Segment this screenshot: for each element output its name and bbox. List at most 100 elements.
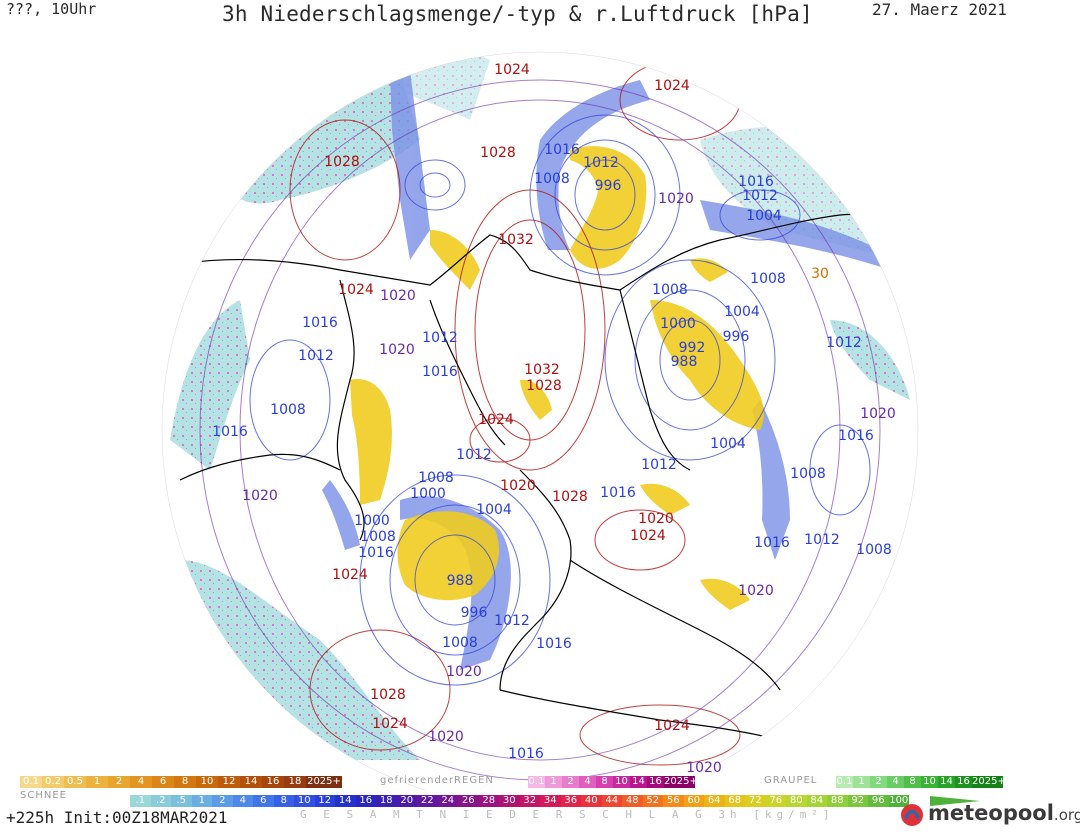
brand[interactable]: meteopool.org bbox=[928, 801, 1080, 825]
isobar-label: 1004 bbox=[710, 436, 746, 452]
isobar-label: 996 bbox=[461, 605, 488, 621]
isobar-label: 1020 bbox=[658, 191, 694, 207]
legend-swatch: 60 bbox=[683, 795, 704, 807]
isobar-label: 30 bbox=[811, 266, 829, 282]
legend-swatch: 16 bbox=[647, 776, 664, 788]
isobar-label: 1008 bbox=[856, 542, 892, 558]
graupel-legend-title: GRAUPEL bbox=[764, 775, 818, 786]
legend-swatch: 10 bbox=[613, 776, 630, 788]
legend-swatch: 36 bbox=[560, 795, 581, 807]
legend-swatch: 1 bbox=[545, 776, 562, 788]
snow-legend-title: SCHNEE bbox=[20, 790, 67, 801]
legend-swatch: 8 bbox=[273, 795, 294, 807]
legend-swatch: 8 bbox=[904, 776, 921, 788]
isobar-label: 996 bbox=[723, 329, 750, 345]
legend-swatch: 100 bbox=[888, 795, 909, 807]
isobar-label: 1016 bbox=[838, 428, 874, 444]
legend-swatch: 68 bbox=[724, 795, 745, 807]
isobar-label: 1020 bbox=[500, 478, 536, 494]
freezing-rain-legend-title: gefrierenderREGEN bbox=[380, 775, 494, 786]
legend-swatch: 8 bbox=[174, 776, 196, 788]
legend-swatch: 40 bbox=[581, 795, 602, 807]
isobar-label: 1020 bbox=[738, 583, 774, 599]
isobar-label: 1024 bbox=[494, 62, 530, 78]
isobar-label: 988 bbox=[671, 354, 698, 370]
legend-swatch: 4 bbox=[579, 776, 596, 788]
freezing-rain-legend: 0.1 1 2 4 8 10 14 16 2025+ bbox=[528, 776, 698, 788]
legend-swatch: 14 bbox=[335, 795, 356, 807]
legend-swatch: 1 bbox=[191, 795, 212, 807]
isobar-label: 1016 bbox=[754, 535, 790, 551]
isobar-label: 1028 bbox=[480, 145, 516, 161]
legend-swatch: 22 bbox=[417, 795, 438, 807]
legend-swatch: 30 bbox=[499, 795, 520, 807]
isobar-label: 1000 bbox=[354, 513, 390, 529]
isobar-label: 1016 bbox=[738, 174, 774, 190]
legend-swatch: 0.1 bbox=[528, 776, 545, 788]
legend-swatch: 10 bbox=[921, 776, 938, 788]
legend-swatch: 16 bbox=[262, 776, 284, 788]
brand-tld: .org bbox=[1053, 806, 1080, 824]
isobar-label: 1004 bbox=[724, 304, 760, 320]
isobar-label: 1012 bbox=[456, 447, 492, 463]
legend-swatch: 80 bbox=[786, 795, 807, 807]
isobar-label: 1008 bbox=[418, 470, 454, 486]
legend-swatch: 10 bbox=[196, 776, 218, 788]
isobar-label: 1020 bbox=[242, 488, 278, 504]
snow-legend: 0.1 0.2 0.5 1 2 4 6 8 10 12 14 16 18 2025+ bbox=[20, 776, 342, 788]
coastlines bbox=[174, 213, 911, 741]
legend-swatch: 16 bbox=[955, 776, 972, 788]
isobar-label: 1008 bbox=[750, 271, 786, 287]
legend-swatch: 4 bbox=[232, 795, 253, 807]
legend-swatch: 20 bbox=[396, 795, 417, 807]
legend-swatch: 76 bbox=[765, 795, 786, 807]
isobar-label: 1016 bbox=[600, 485, 636, 501]
legend-swatch: 0.1 bbox=[836, 776, 853, 788]
map-border bbox=[161, 51, 919, 790]
isobar-label: 1012 bbox=[804, 532, 840, 548]
location-label: ???, 10Uhr bbox=[6, 0, 97, 18]
isobar-label: 1020 bbox=[638, 511, 674, 527]
legend-swatch: 6 bbox=[152, 776, 174, 788]
legend-swatch: 92 bbox=[847, 795, 868, 807]
map-title: 3h Niederschlagsmenge/-typ & r.Luftdruck… bbox=[222, 2, 813, 26]
isobar-label: 1020 bbox=[379, 342, 415, 358]
legend-swatch: 32 bbox=[519, 795, 540, 807]
legend-swatch: 26 bbox=[458, 795, 479, 807]
isobar-label: 1012 bbox=[742, 188, 778, 204]
isobar-label: 1008 bbox=[652, 282, 688, 298]
map-date: 27. Maerz 2021 bbox=[872, 0, 1007, 19]
legend-swatch: 2 bbox=[870, 776, 887, 788]
isobar-label: 1024 bbox=[332, 567, 368, 583]
legend-swatch: 2025+ bbox=[306, 776, 342, 788]
legend-swatch: 2025+ bbox=[664, 776, 698, 788]
isobar-label: 1028 bbox=[324, 154, 360, 170]
isobar-label: 1028 bbox=[552, 489, 588, 505]
isobar-label: 1032 bbox=[524, 362, 560, 378]
total-precip-title: G E S A M T N I E D E R S C H L A G 3h [… bbox=[300, 808, 835, 821]
legend-swatch: 6 bbox=[253, 795, 274, 807]
legend-swatch: 1 bbox=[853, 776, 870, 788]
snow-areas bbox=[350, 146, 764, 610]
legend-swatch: .1 bbox=[130, 795, 151, 807]
legend-swatch: 2 bbox=[562, 776, 579, 788]
legend-swatch: 12 bbox=[218, 776, 240, 788]
legend-swatch: 44 bbox=[601, 795, 622, 807]
legend-arrow-icon bbox=[930, 796, 980, 806]
legend-swatch: 1 bbox=[86, 776, 108, 788]
isobar-label: 1028 bbox=[526, 378, 562, 394]
init-time: +225h Init:00Z18MAR2021 bbox=[6, 808, 228, 827]
legend-swatch: 14 bbox=[240, 776, 262, 788]
isobar-label: 1008 bbox=[534, 171, 570, 187]
isobar-label: 1016 bbox=[302, 315, 338, 331]
legend-swatch: 0.5 bbox=[64, 776, 86, 788]
legend-swatch: 52 bbox=[642, 795, 663, 807]
legend-swatch: 16 bbox=[355, 795, 376, 807]
isobar-label: 1012 bbox=[826, 335, 862, 351]
isobar-label: 1024 bbox=[654, 718, 690, 734]
legend-swatch: 72 bbox=[745, 795, 766, 807]
isobar-label: 1028 bbox=[370, 687, 406, 703]
isobar-label: 1020 bbox=[860, 406, 896, 422]
legend-swatch: 14 bbox=[630, 776, 647, 788]
legend-swatch: 10 bbox=[294, 795, 315, 807]
